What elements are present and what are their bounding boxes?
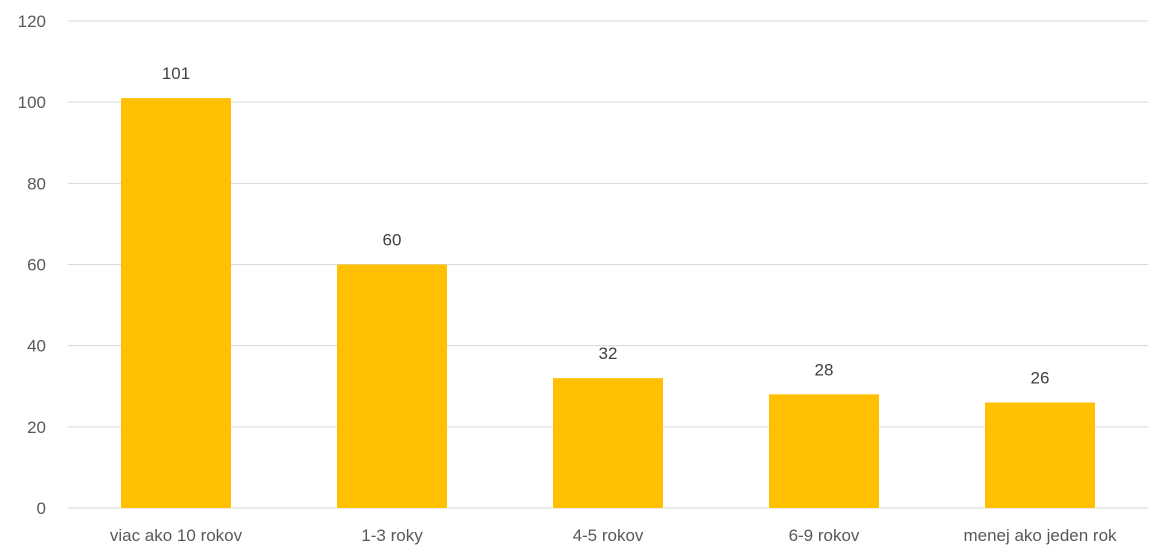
data-label: 60 <box>383 231 402 250</box>
x-tick-label: 1-3 roky <box>361 526 423 545</box>
data-label: 101 <box>162 64 190 83</box>
x-tick-label: viac ako 10 rokov <box>110 526 243 545</box>
y-tick-label: 80 <box>27 174 46 193</box>
y-tick-label: 20 <box>27 418 46 437</box>
y-tick-label: 0 <box>37 499 46 518</box>
data-label: 32 <box>599 344 618 363</box>
bar-3 <box>553 378 663 508</box>
x-tick-label: 6-9 rokov <box>789 526 860 545</box>
data-label: 28 <box>815 360 834 379</box>
y-tick-label: 40 <box>27 337 46 356</box>
bar-4 <box>769 394 879 508</box>
gridlines <box>68 20 1148 509</box>
y-tick-label: 100 <box>18 93 46 112</box>
bar-2 <box>337 264 447 508</box>
x-tick-label: 4-5 rokov <box>573 526 644 545</box>
x-tick-label: menej ako jeden rok <box>963 526 1117 545</box>
data-labels: 101 60 32 28 26 <box>162 64 1050 387</box>
data-label: 26 <box>1031 368 1050 387</box>
bar-5 <box>985 402 1095 508</box>
bar-1 <box>121 98 231 508</box>
y-axis-ticks: 0 20 40 60 80 100 120 <box>18 12 46 518</box>
y-tick-label: 120 <box>18 12 46 31</box>
bars <box>121 98 1095 508</box>
x-axis-ticks: viac ako 10 rokov 1-3 roky 4-5 rokov 6-9 ro… <box>110 526 1117 545</box>
y-tick-label: 60 <box>27 256 46 275</box>
